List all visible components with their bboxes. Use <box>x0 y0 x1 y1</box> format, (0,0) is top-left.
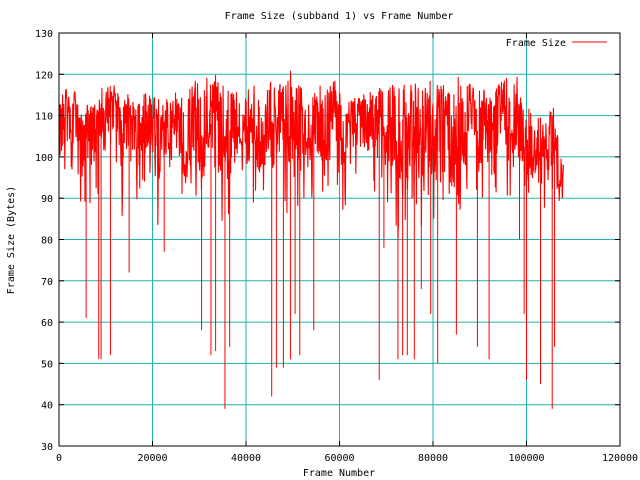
y-tick-label: 90 <box>41 194 53 205</box>
x-tick-label: 60000 <box>324 453 354 464</box>
y-tick-label: 110 <box>35 112 53 123</box>
y-tick-label: 130 <box>35 29 53 40</box>
y-tick-label: 80 <box>41 236 53 247</box>
y-tick-label: 120 <box>35 70 53 81</box>
x-axis-label: Frame Number <box>303 468 375 479</box>
series-dips <box>85 82 556 409</box>
y-tick-label: 70 <box>41 277 53 288</box>
y-tick-label: 100 <box>35 153 53 164</box>
x-tick-label: 100000 <box>508 453 544 464</box>
x-tick-label: 80000 <box>418 453 448 464</box>
x-tick-label: 120000 <box>602 453 638 464</box>
axis-ticks: 0 20000 40000 60000 80000 100000 120000 30 40 50 6… <box>35 29 638 464</box>
y-tick-label: 60 <box>41 318 53 329</box>
legend-label: Frame Size <box>506 38 566 49</box>
series-band <box>58 70 565 239</box>
x-tick-label: 40000 <box>231 453 261 464</box>
frame-size-series <box>58 70 565 409</box>
legend: Frame Size <box>506 38 607 49</box>
x-tick-label: 0 <box>56 453 62 464</box>
chart-title: Frame Size (subband 1) vs Frame Number <box>225 11 454 22</box>
y-tick-label: 50 <box>41 359 53 370</box>
y-tick-label: 40 <box>41 401 53 412</box>
x-tick-label: 20000 <box>137 453 167 464</box>
y-tick-label: 30 <box>41 442 53 453</box>
y-axis-label: Frame Size (Bytes) <box>6 186 17 294</box>
